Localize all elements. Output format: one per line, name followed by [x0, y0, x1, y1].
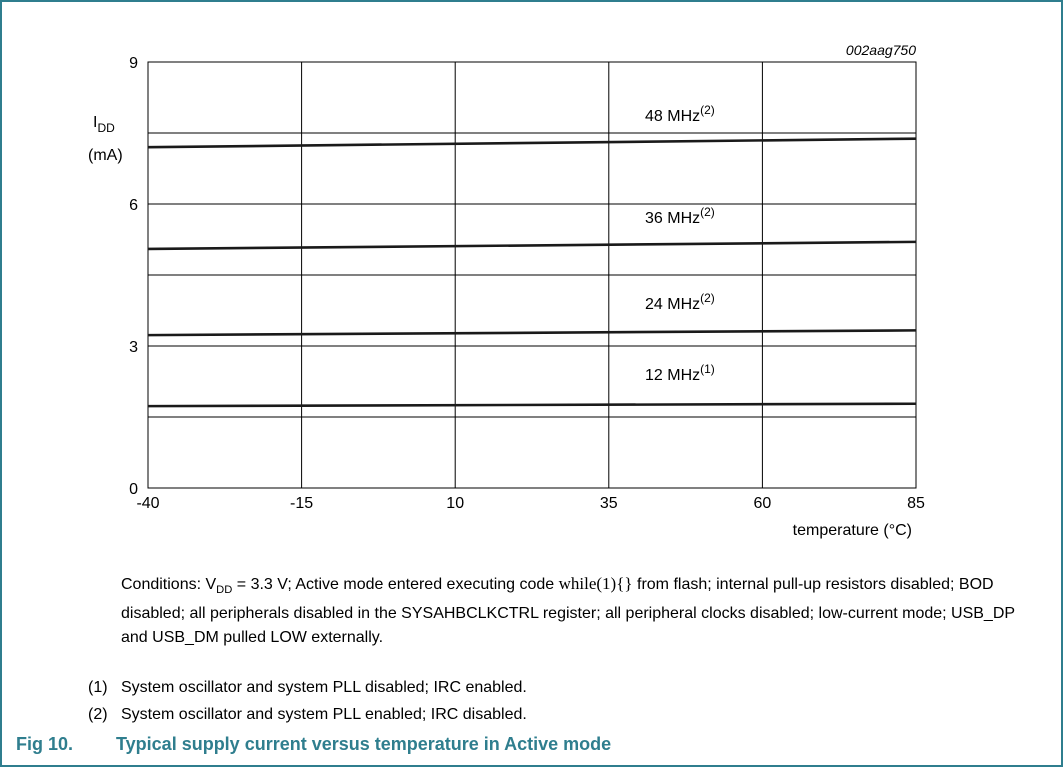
series-line	[147, 402, 917, 408]
series-label: 12 MHz(1)	[645, 362, 715, 384]
y-tick-label: 3	[129, 339, 138, 356]
grid	[147, 61, 917, 489]
series-line	[147, 329, 917, 337]
x-tick-label: 60	[754, 495, 772, 512]
series-lines	[147, 137, 917, 408]
x-tick-label: -15	[290, 495, 313, 512]
x-axis-label: temperature (°C)	[793, 522, 912, 539]
series-label: 48 MHz(2)	[645, 103, 715, 125]
x-tick-label: 35	[600, 495, 618, 512]
x-tick-label: 85	[907, 495, 925, 512]
figure-number: Fig 10.	[16, 734, 74, 754]
y-tick-label: 0	[129, 481, 138, 498]
series-line	[147, 137, 917, 149]
x-tick-label: 10	[446, 495, 464, 512]
y-axis-label: IDD	[93, 114, 115, 135]
x-tick-label: -40	[136, 495, 159, 512]
chart: 48 MHz(2) 36 MHz(2) 24 MHz(2) 12 MHz(1) -40…	[88, 42, 925, 539]
y-tick-label: 6	[129, 197, 138, 214]
figure-caption: Fig 10. Typical supply current versus tem…	[16, 734, 611, 755]
figure-id: 002aag750	[846, 42, 916, 58]
note-2: (2) System oscillator and system PLL enab…	[88, 706, 527, 723]
series-label: 24 MHz(2)	[645, 291, 715, 313]
figure-title: Typical supply current versus temperatur…	[116, 734, 612, 754]
series-line	[147, 240, 917, 251]
y-tick-label: 9	[129, 55, 138, 72]
series-labels: 48 MHz(2) 36 MHz(2) 24 MHz(2) 12 MHz(1)	[645, 103, 715, 384]
note-1: (1) System oscillator and system PLL disa…	[88, 679, 527, 696]
series-label: 36 MHz(2)	[645, 205, 715, 227]
tick-labels: -40 -15 10 35 60 85 0 3 6 9	[129, 55, 925, 512]
conditions-text: Conditions: VDD = 3.3 V; Active mode ent…	[121, 574, 1015, 647]
code-snippet: while(1){}	[558, 574, 633, 593]
y-axis-unit: (mA)	[88, 147, 123, 164]
